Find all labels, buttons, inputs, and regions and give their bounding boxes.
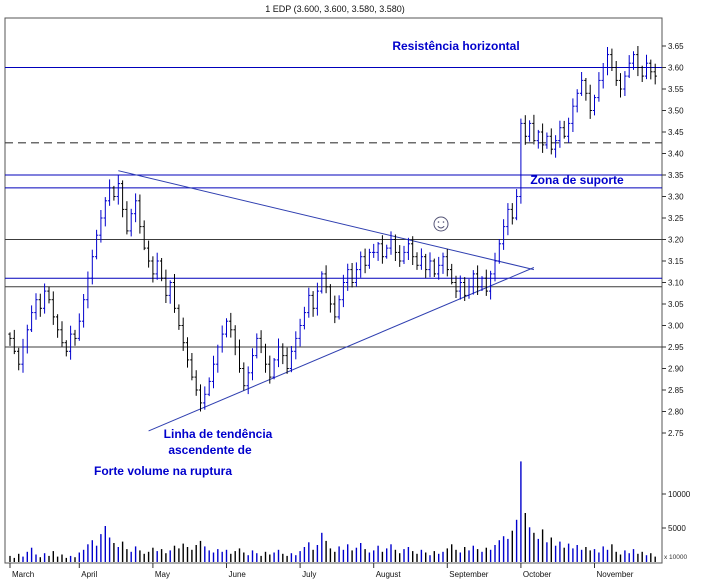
price-axis-label: 3.55 xyxy=(668,85,684,94)
month-axis-label: July xyxy=(302,570,316,579)
volume-breakout-annotation[interactable]: Forte volume na ruptura xyxy=(94,464,232,478)
month-axis-label: June xyxy=(229,570,247,579)
month-axis-label: September xyxy=(449,570,488,579)
price-axis-label: 3.20 xyxy=(668,236,684,245)
month-axis-label: August xyxy=(376,570,402,579)
trendline-annotation-line2[interactable]: ascendente de xyxy=(168,443,252,457)
ascending-support-trendline[interactable] xyxy=(148,267,535,432)
smiley-icon[interactable] xyxy=(433,216,449,232)
price-axis-label: 3.40 xyxy=(668,150,684,159)
resistance-annotation[interactable]: Resistência horizontal xyxy=(392,39,519,53)
chart-frame xyxy=(4,17,663,564)
price-axis-label: 3.10 xyxy=(668,279,684,288)
support-resistance-lines xyxy=(5,67,662,348)
price-axis-label: 3.25 xyxy=(668,214,684,223)
volume-axis-label: 5000 xyxy=(668,524,686,533)
volume-scale-label: x 10000 xyxy=(664,554,688,561)
price-axis-label: 3.00 xyxy=(668,322,684,331)
price-axis-label: 2.95 xyxy=(668,343,684,352)
price-axis-label: 2.75 xyxy=(668,429,684,438)
price-bars xyxy=(8,46,657,412)
chart-title: 1 EDP (3.600, 3.600, 3.580, 3.580) xyxy=(265,4,404,14)
month-axis-label: October xyxy=(523,570,552,579)
price-axis-label: 3.60 xyxy=(668,64,684,73)
price-axis-label: 3.50 xyxy=(668,107,684,116)
month-axis-label: May xyxy=(155,570,170,579)
month-axis-label: March xyxy=(12,570,34,579)
price-axis-label: 2.80 xyxy=(668,408,684,417)
descending-resistance-trendline[interactable] xyxy=(118,170,535,271)
price-axis-label: 3.05 xyxy=(668,300,684,309)
month-axis-label: November xyxy=(597,570,634,579)
price-axis-label: 2.90 xyxy=(668,365,684,374)
price-axis-label: 2.85 xyxy=(668,386,684,395)
axes: 3.65 3.60 3.55 3.50 3.45 3.40 3.35 3.30 3.25 3.20… xyxy=(9,42,691,579)
month-axis-label: April xyxy=(81,570,97,579)
trend-lines xyxy=(118,170,535,432)
price-axis-label: 3.30 xyxy=(668,193,684,202)
volume-bars xyxy=(9,461,656,562)
trendline-annotation-line1[interactable]: Linha de tendência xyxy=(164,427,273,441)
price-axis-label: 3.15 xyxy=(668,257,684,266)
price-axis-label: 3.35 xyxy=(668,171,684,180)
price-axis-label: 3.65 xyxy=(668,42,684,51)
volume-axis-label: 10000 xyxy=(668,490,691,499)
support-zone-annotation[interactable]: Zona de suporte xyxy=(530,173,624,187)
price-axis-label: 3.45 xyxy=(668,128,684,137)
